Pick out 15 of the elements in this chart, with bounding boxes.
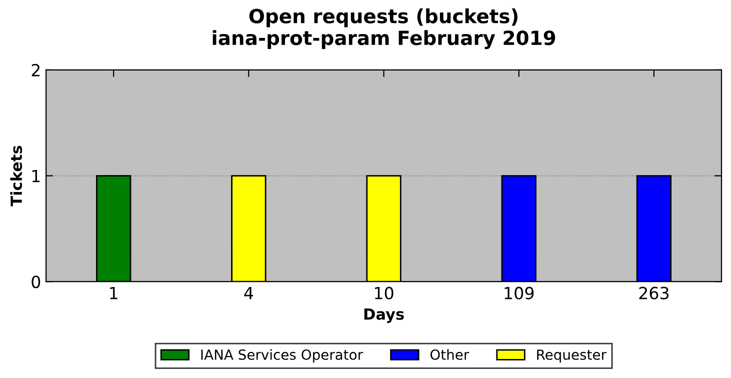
y-tick-label: 1 bbox=[32, 170, 40, 182]
chart-title: Open requests (buckets) bbox=[249, 8, 518, 28]
x-tick-label: 4 bbox=[244, 286, 254, 300]
x-tick-label: 10 bbox=[375, 286, 394, 300]
y-axis-title: Tickets bbox=[10, 146, 22, 206]
y-tick-label: 0 bbox=[32, 276, 40, 288]
x-tick-label: 109 bbox=[504, 286, 534, 300]
x-tick-label: 1 bbox=[110, 286, 118, 300]
y-tick-label: 2 bbox=[32, 64, 40, 76]
chart-subtitle: iana-prot-param February 2019 bbox=[212, 30, 556, 50]
x-axis-title: Days bbox=[364, 308, 404, 323]
legend-label: Other bbox=[430, 349, 470, 360]
legend-label: Requester bbox=[537, 350, 606, 363]
x-tick-label: 263 bbox=[639, 286, 669, 300]
legend-label: IANA Services Operator bbox=[201, 349, 364, 363]
